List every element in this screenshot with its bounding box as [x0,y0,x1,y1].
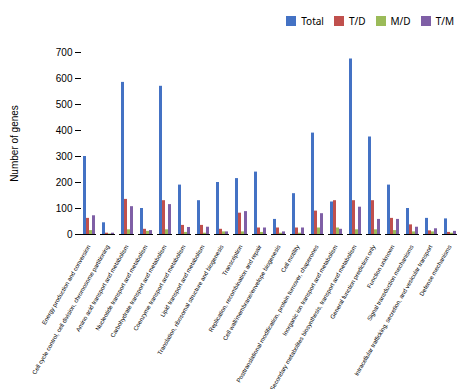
svg-text:Signal transduction mechanisms: Signal transduction mechanisms [366,244,415,322]
svg-text:General function prediction on: General function prediction only [329,244,377,320]
svg-text:Energy production and conversi: Energy production and conversion [40,244,92,326]
svg-text:Cell motility: Cell motility [280,244,301,274]
svg-text:Nucleotide transport and metab: Nucleotide transport and metabolism [94,244,149,332]
svg-text:Cell wall/membrane/envelope bi: Cell wall/membrane/envelope biogenesis [221,244,282,342]
svg-text:0: 0 [67,229,73,240]
svg-text:Secondary metabolites biosynth: Secondary metabolites biosynthesis, tran… [269,244,358,389]
svg-text:Amino acid transport and metab: Amino acid transport and metabolism [74,244,130,333]
svg-text:Cell cycle control, cell divis: Cell cycle control, cell division, chrom… [31,244,110,376]
svg-text:700: 700 [56,47,73,58]
svg-text:100: 100 [56,203,73,214]
svg-text:Number of genes: Number of genes [9,105,20,182]
svg-text:300: 300 [56,151,73,162]
svg-text:Carbohydrate transport and met: Carbohydrate transport and metabolism [109,244,168,339]
html-text:T/D: T/D [349,13,366,28]
svg-text:500: 500 [56,99,73,110]
svg-text:Defense mechanisms: Defense mechanisms [418,244,452,297]
svg-text:Translation, ribosomal structu: Translation, ribosomal structure and bio… [156,244,224,356]
html-text:T/M: T/M [435,13,454,28]
html-text:Total: Total [301,13,324,28]
svg-text:Function unknown: Function unknown [366,244,396,290]
svg-text:200: 200 [56,177,73,188]
svg-text:600: 600 [56,73,73,84]
svg-text:400: 400 [56,125,73,136]
svg-text:Lipid transport and metabolism: Lipid transport and metabolism [159,244,206,318]
svg-text:Intracellular trafficking, sec: Intracellular trafficking, secretion, an… [353,244,433,377]
svg-text:Posttranslational modification: Posttranslational modification, protein … [235,244,319,384]
html-text:M/D: M/D [390,13,411,28]
svg-text:Coenzyme transport and metabol: Coenzyme transport and metabolism [132,244,187,332]
svg-text:Transcription: Transcription [221,244,244,277]
svg-text:Replication, recombination and: Replication, recombination and repair [207,244,263,333]
svg-text:Inorganic ion transport and me: Inorganic ion transport and metabolism [281,244,339,337]
